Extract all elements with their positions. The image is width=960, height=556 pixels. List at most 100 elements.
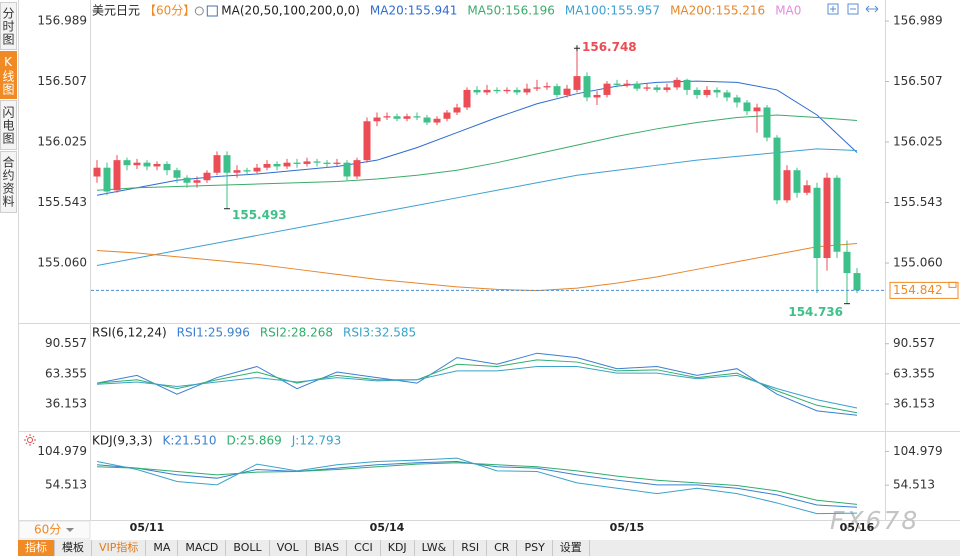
candle-body [283,162,291,167]
toolbar-item[interactable]: BOLL [226,540,270,556]
toolbar-item[interactable]: MA [146,540,179,556]
candle-body [293,162,301,164]
candle-body [143,162,151,167]
toolbar-item[interactable]: LW& [415,540,455,556]
pan-icon[interactable] [865,5,879,13]
zoom-in-icon[interactable] [827,3,839,15]
dropdown-arrow[interactable] [66,528,74,532]
toolbar-item[interactable]: 模板 [55,540,92,556]
sidebar-tab[interactable]: 闪电图 [0,100,17,150]
candle-body [493,89,501,92]
candle-body [233,170,241,173]
alert-icon [948,281,957,288]
y-tick-label: 156.507 [893,74,943,88]
candle-body [563,88,571,95]
period-tag-box[interactable] [18,520,91,540]
candle-body [853,273,861,291]
sidebar-tab[interactable]: K线图 [0,51,17,99]
toolbar-item[interactable]: RSI [454,540,488,556]
watermark: FX678 [830,506,919,535]
legend-entry: K:21.510 [163,434,217,448]
candle-body [743,102,751,112]
candle-body [723,92,731,98]
toolbar-item[interactable]: KDJ [381,540,415,556]
y-tick-label: 156.507 [37,74,87,88]
legend-entry: RSI1:25.996 [177,326,250,340]
zoom-out-icon[interactable] [847,3,859,15]
candle-body [833,177,841,252]
candle-body [303,161,311,164]
indicator-toolbar: 指标 模板 VIP指标 MA MACD BOLL VOL BIAS CCI KDJ LW& RSI CR… [18,540,960,556]
sidebar-tab[interactable]: 合约资料 [0,151,17,213]
candle-body [643,87,651,89]
x-tick-label: 05/14 [370,521,405,534]
candle-body [423,117,431,123]
candle-body [753,107,761,112]
pane-title: RSI(6,12,24) [92,326,167,340]
legend-entry: MA100:155.957 [565,4,660,18]
toolbar-item[interactable]: VOL [270,540,307,556]
zoom-in-icon[interactable] [830,6,836,12]
x-tick-label: 05/11 [130,521,165,534]
legend-entry: MA0 [775,4,801,18]
indicator-line [96,114,858,191]
toolbar-item[interactable]: VIP指标 [92,540,147,556]
indicator-line [96,352,858,416]
toolbar-icons[interactable] [827,3,879,15]
toolbar-item[interactable]: BIAS [307,540,348,556]
candle-body [583,76,591,98]
candle-body [353,160,361,177]
last-price-box [889,281,959,299]
toolbar-item[interactable]: CCI [347,540,381,556]
y-tick-label: 36.153 [45,397,87,411]
sidebar-tab[interactable]: 分时图 [0,2,17,50]
toolbar-item[interactable]: CR [487,540,518,556]
candle-body [463,89,471,108]
candle-body [403,116,411,119]
y-tick-label: 156.989 [37,14,87,28]
candle-body [803,185,811,193]
x-tick-label: 05/15 [610,521,645,534]
candle-body [103,167,111,192]
candle-body [343,162,351,177]
toolbar-item[interactable]: MACD [178,540,227,556]
pane-title: 美元日元 [92,4,140,18]
y-tick-label: 90.557 [45,336,87,350]
candle-body [473,89,481,93]
candle-body [193,180,201,183]
candle-body [573,76,581,90]
candle-body [673,79,681,88]
candle-body [593,94,601,98]
y-tick-label: 104.979 [893,444,943,458]
y-tick-label: 156.025 [893,134,943,148]
candle-body [503,89,511,92]
y-tick-label: 156.989 [893,14,943,28]
y-tick-label: 63.355 [45,366,87,380]
toolbar-item[interactable]: 指标 [18,540,55,556]
extreme-marker [574,45,580,52]
candle-body [433,118,441,123]
legend-entry: RSI3:32.585 [343,326,416,340]
candle-body [363,121,371,161]
y-tick-label: 156.025 [37,134,87,148]
legend-entry: MA50:156.196 [467,4,555,18]
low-label: 155.493 [232,208,287,222]
candle-body [793,170,801,193]
candle-body [153,163,161,167]
candle-body [653,87,661,90]
candle-body [513,89,521,93]
indicator-line [96,462,858,505]
period-tag[interactable]: 60分 [34,523,61,537]
period-label: 【60分】 [144,4,195,18]
plot-background [18,0,960,540]
indicator-line [96,148,858,267]
candle-body [543,86,551,88]
y-tick-label: 104.979 [37,444,87,458]
toolbar-item[interactable]: PSY [517,540,553,556]
toolbar-item[interactable]: 设置 [553,540,590,556]
candle-body [483,89,491,93]
candle-body [133,162,141,166]
pane-title: KDJ(9,3,3) [92,434,153,448]
frame [18,0,960,540]
candle-body [163,163,171,171]
